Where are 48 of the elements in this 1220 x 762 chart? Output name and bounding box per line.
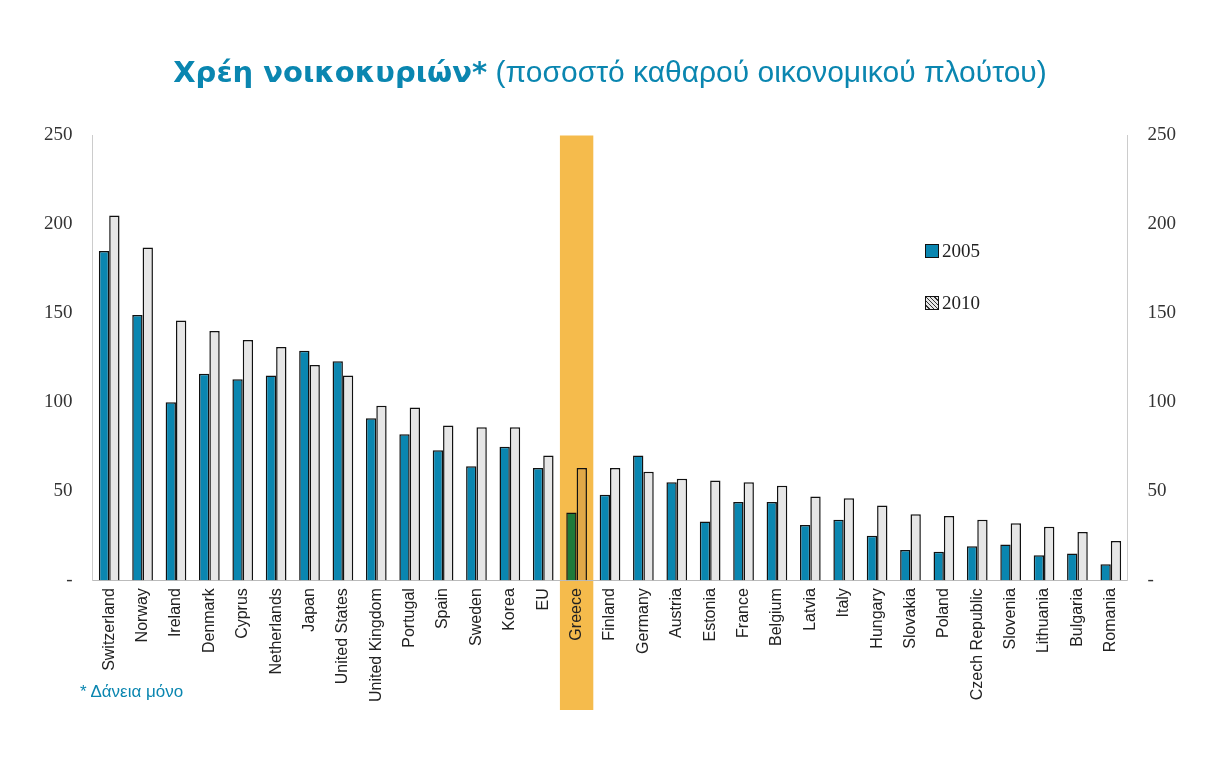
x-tick-label: Czech Republic	[967, 588, 985, 701]
x-tick-label: Slovakia	[900, 588, 918, 649]
x-tick-label: Finland	[600, 588, 618, 641]
x-tick-label: EU	[533, 588, 551, 611]
x-tick-label: Japan	[299, 588, 317, 632]
chart-subtitle: (ποσοστό καθαρού οικονομικού πλούτου)	[495, 55, 1047, 88]
x-tick-label: Latvia	[800, 588, 818, 631]
y2-tick-label: 50	[1147, 479, 1167, 501]
x-tick-label: Spain	[433, 588, 451, 630]
x-tick-label: Italy	[834, 588, 852, 618]
x-tick-label: Lithuania	[1034, 588, 1052, 654]
chart-title: Χρέη νοικοκυριών*	[173, 55, 488, 89]
x-tick-label: Portugal	[400, 588, 418, 648]
x-tick-label: Denmark	[199, 587, 217, 654]
y2-tick-label: -	[1147, 568, 1154, 590]
y-tick-label: 200	[44, 212, 73, 234]
y-tick-label: 100	[44, 390, 73, 412]
legend-label: 2005	[942, 240, 980, 262]
y2-tick-label: 150	[1147, 301, 1176, 323]
x-tick-label: Poland	[934, 588, 952, 638]
x-tick-label: Korea	[500, 588, 518, 631]
x-tick-label: Ireland	[166, 588, 184, 638]
x-tick-label: Norway	[132, 588, 150, 643]
y2-tick-label: 100	[1147, 390, 1176, 412]
x-tick-label: Estonia	[700, 588, 718, 642]
x-tick-label: Greece	[567, 588, 585, 641]
x-tick-label: France	[733, 588, 751, 638]
x-tick-label: Slovenia	[1001, 588, 1019, 650]
x-tick-label: Austria	[667, 588, 685, 638]
y2-tick-label: 200	[1147, 212, 1176, 234]
text: * Δάνεια μόνο	[80, 682, 184, 702]
x-tick-label: United States	[333, 588, 351, 685]
x-tick-label: Belgium	[767, 588, 785, 646]
x-tick-label: Germany	[633, 588, 651, 654]
x-tick-label: Cyprus	[233, 588, 251, 639]
y-tick-label: 50	[53, 479, 73, 501]
y2-tick-label: 250	[1147, 123, 1176, 145]
x-tick-label: Bulgaria	[1067, 588, 1085, 647]
y-tick-label: -	[66, 568, 73, 590]
x-tick-label: United Kingdom	[366, 588, 384, 702]
y-tick-label: 150	[44, 301, 73, 323]
x-tick-label: Switzerland	[99, 588, 117, 671]
x-tick-label: Sweden	[466, 588, 484, 646]
legend-label: 2010	[942, 292, 980, 314]
x-tick-label: Romania	[1101, 588, 1119, 653]
x-tick-label: Netherlands	[266, 588, 284, 675]
y-tick-label: 250	[44, 123, 73, 145]
x-tick-label: Hungary	[867, 588, 885, 649]
